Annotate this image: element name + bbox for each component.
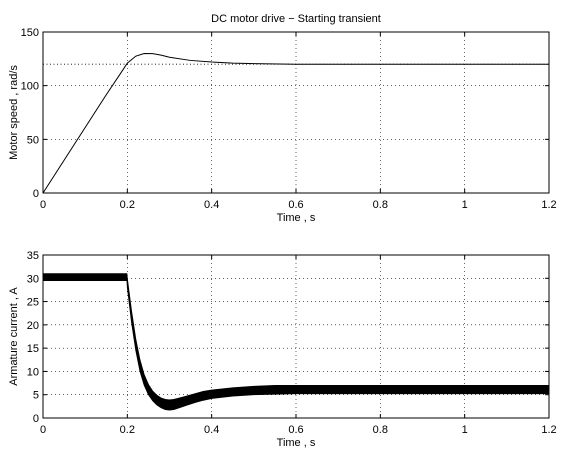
speed-chart: 0 0.2 0.4 0.6 0.8 1 1.2 0 50 100 150 Time , s Motor … xyxy=(8,13,557,224)
chart-title: DC motor drive − Starting transient xyxy=(211,13,381,25)
y-tick-label: 20 xyxy=(27,320,39,332)
x-tick-label: 0.6 xyxy=(288,199,303,211)
series-band xyxy=(42,273,550,411)
y-tick-label: 150 xyxy=(21,27,39,39)
x-tick-label: 1 xyxy=(462,424,468,436)
x-tick-label: 0.4 xyxy=(204,199,219,211)
x-tick-label: 0 xyxy=(40,199,46,211)
y-tick-label: 100 xyxy=(21,81,39,93)
x-tick-label: 1.2 xyxy=(541,199,556,211)
x-tick-label: 0.8 xyxy=(373,199,388,211)
x-tick-label: 0.6 xyxy=(288,424,303,436)
x-tick-label: 1.2 xyxy=(541,424,556,436)
x-axis-label: Time , s xyxy=(277,212,316,224)
y-tick-label: 0 xyxy=(33,188,39,200)
y-tick-label: 35 xyxy=(27,250,39,262)
x-tick-label: 0.4 xyxy=(204,424,219,436)
y-axis-label: Motor speed , rad/s xyxy=(8,65,20,160)
y-tick-label: 10 xyxy=(27,366,39,378)
x-tick-label: 0.2 xyxy=(120,199,135,211)
y-axis-label: Armature current , A xyxy=(8,287,20,386)
x-tick-label: 1 xyxy=(462,199,468,211)
y-tick-label: 15 xyxy=(27,343,39,355)
y-tick-label: 50 xyxy=(27,134,39,146)
y-tick-label: 30 xyxy=(27,273,39,285)
current-chart: 0 0.2 0.4 0.6 0.8 1 1.2 0 5 10 15 20 25 30 35 Time , s A… xyxy=(8,250,557,449)
x-tick-label: 0.2 xyxy=(120,424,135,436)
x-axis-label: Time , s xyxy=(277,437,316,449)
x-tick-label: 0.8 xyxy=(373,424,388,436)
x-tick-label: 0 xyxy=(40,424,46,436)
y-tick-label: 25 xyxy=(27,297,39,309)
series-line xyxy=(42,52,549,194)
y-tick-label: 0 xyxy=(33,413,39,425)
y-tick-label: 5 xyxy=(33,390,39,402)
